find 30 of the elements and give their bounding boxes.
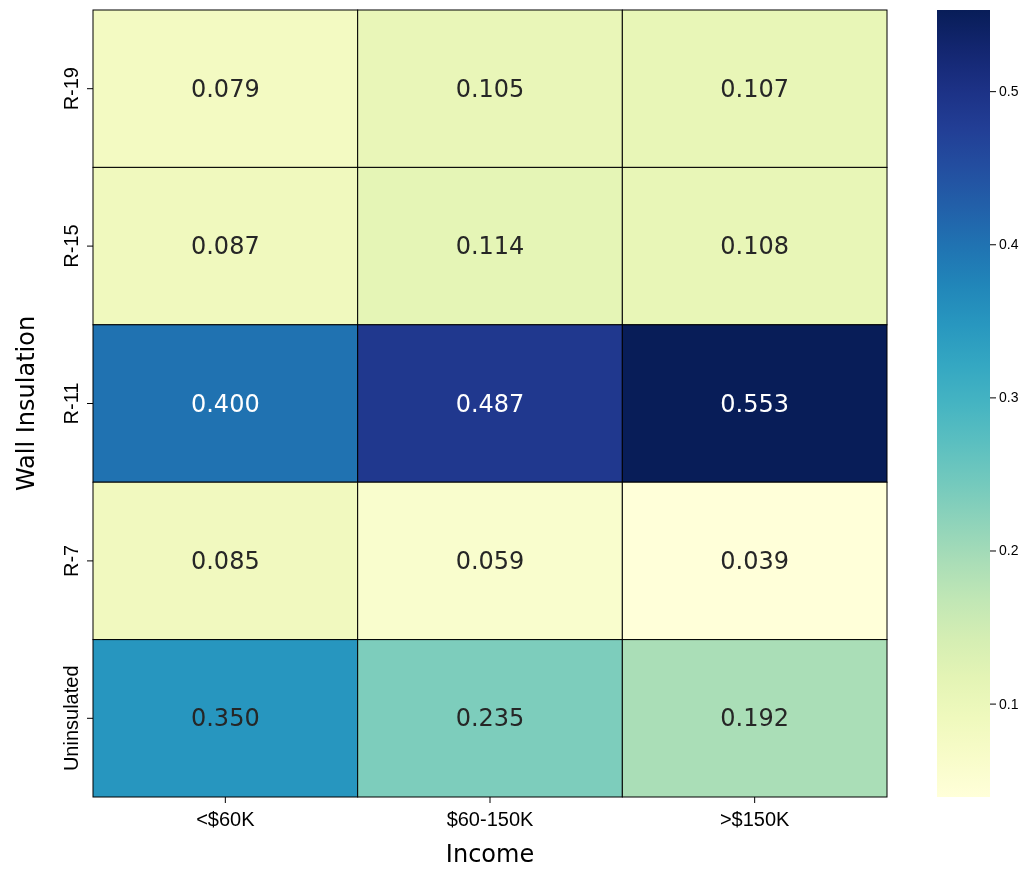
data-label: 0.350 (190, 704, 260, 733)
x-axis-title: Income (445, 840, 535, 868)
data-label: 0.553 (720, 389, 790, 418)
y-tick-label: R-11 (60, 382, 82, 425)
data-label: 0.192 (720, 704, 790, 733)
color-bar-label: 0.1 (999, 695, 1019, 712)
y-tick-label: R-19 (60, 67, 82, 111)
x-tick-label: >$150K (719, 808, 791, 830)
color-bar-label: 0.4 (999, 236, 1019, 253)
color-bar-label: 0.3 (999, 389, 1019, 406)
y-axis-title: Wall Insulation (12, 315, 40, 492)
data-label: 0.059 (455, 546, 525, 575)
data-label: 0.107 (720, 74, 790, 103)
data-label: 0.079 (190, 74, 260, 103)
color-bar-label: 0.2 (999, 542, 1019, 559)
data-label: 0.108 (720, 232, 790, 261)
data-label: 0.085 (190, 546, 260, 575)
data-label: 0.235 (455, 704, 525, 733)
data-label: 0.039 (720, 546, 790, 575)
data-label: 0.487 (455, 389, 525, 418)
y-tick-label: R-7 (60, 544, 82, 578)
y-tick-label: Uninsulated (60, 665, 82, 772)
color-bar-label: 0.5 (999, 83, 1019, 100)
data-label: 0.087 (190, 232, 260, 261)
x-tick-label: <$60K (196, 808, 256, 830)
data-label: 0.105 (455, 74, 525, 103)
data-label: 0.400 (190, 389, 260, 418)
data-label: 0.114 (455, 232, 525, 261)
x-tick-label: $60-150K (446, 808, 535, 830)
y-tick-label: R-15 (60, 224, 82, 268)
